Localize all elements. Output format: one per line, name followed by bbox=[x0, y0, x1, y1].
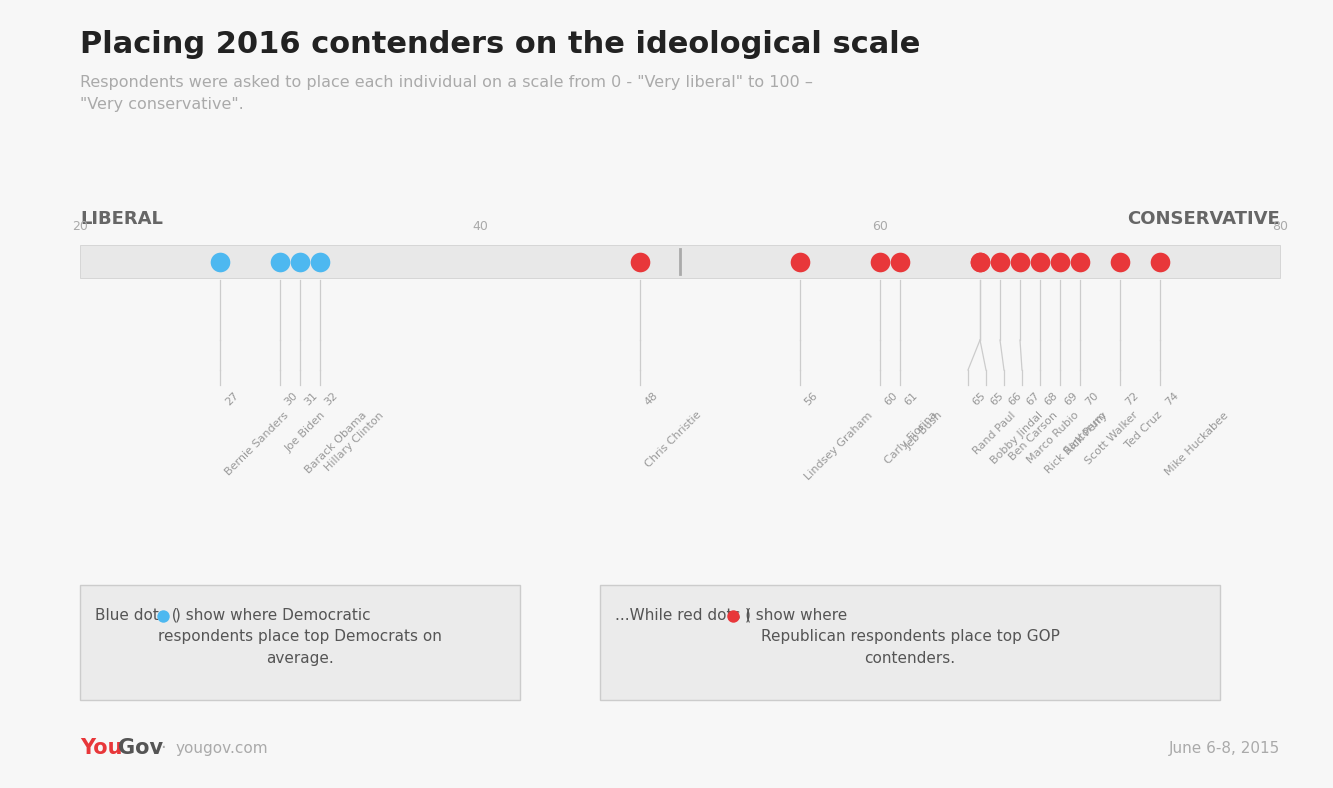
Point bbox=[1069, 255, 1090, 268]
Text: Placing 2016 contenders on the ideological scale: Placing 2016 contenders on the ideologic… bbox=[80, 30, 920, 59]
Text: Bernie Sanders: Bernie Sanders bbox=[223, 410, 291, 478]
Text: 31: 31 bbox=[303, 390, 320, 407]
Text: Jeb Bush: Jeb Bush bbox=[902, 410, 944, 452]
Text: 66: 66 bbox=[1006, 390, 1024, 407]
Text: June 6-8, 2015: June 6-8, 2015 bbox=[1169, 741, 1280, 756]
Point bbox=[969, 255, 990, 268]
Text: CONSERVATIVE: CONSERVATIVE bbox=[1128, 210, 1280, 228]
Text: 60: 60 bbox=[882, 390, 900, 407]
Text: Blue dots (: Blue dots ( bbox=[95, 607, 177, 622]
Point bbox=[969, 255, 990, 268]
Point bbox=[269, 255, 291, 268]
Point bbox=[1009, 255, 1030, 268]
Text: ) show where Democratic: ) show where Democratic bbox=[175, 607, 371, 622]
Text: 60: 60 bbox=[872, 220, 888, 233]
Text: 27: 27 bbox=[223, 390, 240, 407]
Point bbox=[722, 610, 744, 623]
Point bbox=[1149, 255, 1170, 268]
Text: 74: 74 bbox=[1162, 390, 1180, 407]
Text: 69: 69 bbox=[1062, 390, 1080, 407]
Text: Lindsey Graham: Lindsey Graham bbox=[802, 410, 874, 481]
Point bbox=[1109, 255, 1130, 268]
Point bbox=[209, 255, 231, 268]
Text: 56: 56 bbox=[802, 390, 820, 407]
Text: 68: 68 bbox=[1042, 390, 1060, 407]
Point bbox=[289, 255, 311, 268]
Text: Mike Huckabee: Mike Huckabee bbox=[1162, 410, 1230, 477]
Point bbox=[152, 610, 173, 623]
Text: Carly Fiorina: Carly Fiorina bbox=[882, 410, 940, 466]
Text: Scott Walker: Scott Walker bbox=[1082, 410, 1140, 466]
Point bbox=[1049, 255, 1070, 268]
Text: Bobby Jindal: Bobby Jindal bbox=[989, 410, 1045, 466]
Point bbox=[629, 255, 651, 268]
Text: Hillary Clinton: Hillary Clinton bbox=[323, 410, 385, 473]
Text: 67: 67 bbox=[1025, 390, 1042, 407]
Text: Rick Santorum: Rick Santorum bbox=[1042, 410, 1108, 475]
Text: Joe Biden: Joe Biden bbox=[283, 410, 327, 454]
Text: You: You bbox=[80, 738, 123, 758]
Text: "Very conservative".: "Very conservative". bbox=[80, 97, 244, 112]
Text: 20: 20 bbox=[72, 220, 88, 233]
Point bbox=[309, 255, 331, 268]
Point bbox=[869, 255, 890, 268]
Bar bbox=[80, 585, 520, 700]
Point bbox=[789, 255, 810, 268]
Text: Marco Rubio: Marco Rubio bbox=[1025, 410, 1081, 466]
Text: Republican respondents place top GOP: Republican respondents place top GOP bbox=[761, 629, 1060, 644]
Text: Barack Obama: Barack Obama bbox=[303, 410, 368, 475]
Text: average.: average. bbox=[267, 651, 333, 666]
Text: respondents place top Democrats on: respondents place top Democrats on bbox=[159, 629, 443, 644]
Text: ·: · bbox=[160, 739, 165, 757]
Text: Chris Christie: Chris Christie bbox=[643, 410, 702, 470]
Text: Rick Perry: Rick Perry bbox=[1062, 410, 1109, 456]
Text: 32: 32 bbox=[323, 390, 340, 407]
Text: Ben Carson: Ben Carson bbox=[1006, 410, 1060, 463]
Text: ...While red dots (: ...While red dots ( bbox=[615, 607, 752, 622]
Text: 40: 40 bbox=[472, 220, 488, 233]
Point bbox=[989, 255, 1010, 268]
Text: 70: 70 bbox=[1082, 390, 1100, 407]
Text: 65: 65 bbox=[989, 390, 1006, 407]
Text: 72: 72 bbox=[1122, 390, 1140, 407]
Point bbox=[889, 255, 910, 268]
Text: ) show where: ) show where bbox=[745, 607, 846, 622]
Text: yougov.com: yougov.com bbox=[175, 741, 268, 756]
Text: 80: 80 bbox=[1272, 220, 1288, 233]
Text: Rand Paul: Rand Paul bbox=[970, 410, 1017, 456]
Text: 61: 61 bbox=[902, 390, 920, 407]
Text: LIBERAL: LIBERAL bbox=[80, 210, 163, 228]
Text: 30: 30 bbox=[283, 390, 300, 407]
Point bbox=[1029, 255, 1050, 268]
Text: 65: 65 bbox=[970, 390, 988, 407]
Text: 48: 48 bbox=[643, 390, 660, 407]
Bar bbox=[80, 245, 1280, 278]
Text: Ted Cruz: Ted Cruz bbox=[1122, 410, 1164, 451]
Text: Respondents were asked to place each individual on a scale from 0 - "Very libera: Respondents were asked to place each ind… bbox=[80, 75, 813, 90]
Text: contenders.: contenders. bbox=[864, 651, 956, 666]
Text: Gov: Gov bbox=[119, 738, 163, 758]
Bar bbox=[600, 585, 1220, 700]
